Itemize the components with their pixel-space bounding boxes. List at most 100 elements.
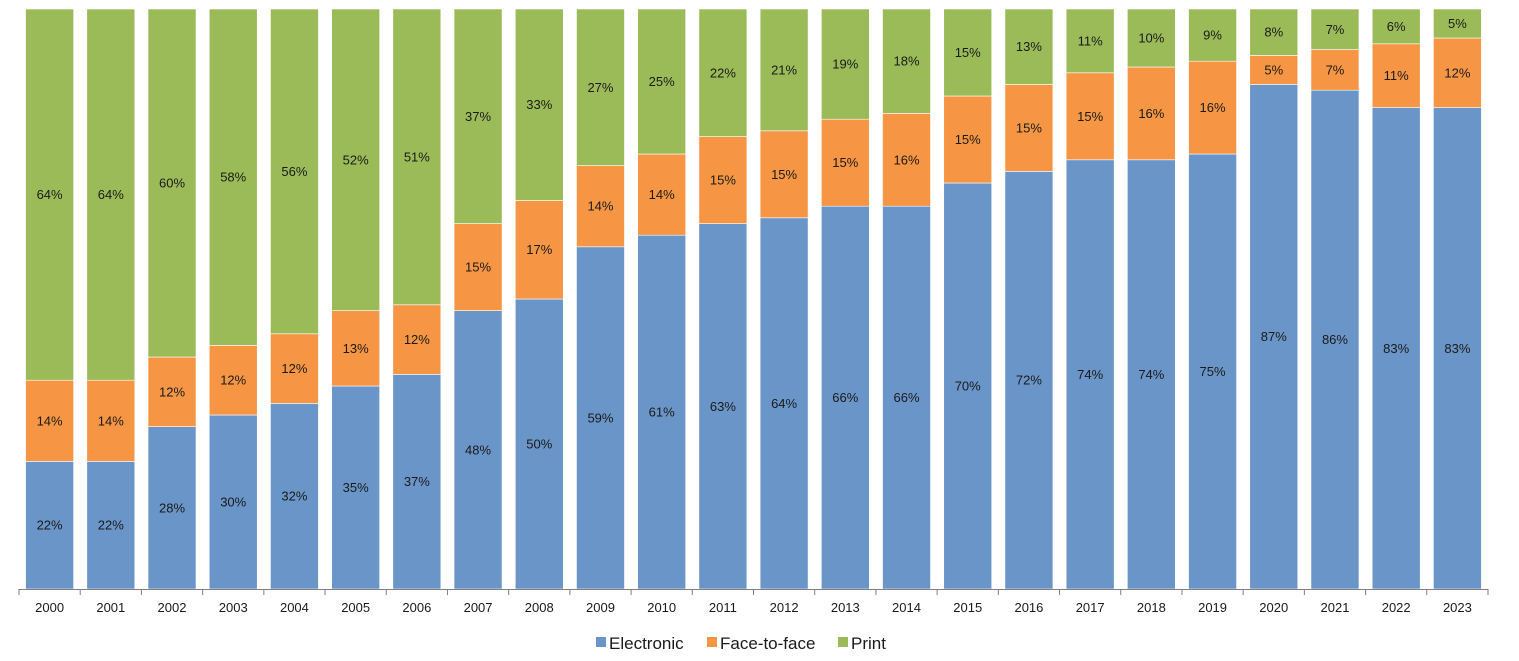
data-label-electronic-2002: 28%	[159, 500, 185, 515]
bar-face-to-face-2012	[759, 130, 809, 219]
x-tick-label-2004: 2004	[280, 600, 309, 615]
data-label-print-2009: 27%	[587, 80, 613, 95]
bar-print-2022	[1371, 8, 1421, 45]
x-tick-label-2022: 2022	[1382, 600, 1411, 615]
bar-electronic-2013	[821, 205, 870, 590]
bar-face-to-face-2013	[821, 118, 870, 207]
data-label-electronic-2018: 74%	[1138, 367, 1164, 382]
data-label-print-2015: 15%	[955, 45, 981, 60]
x-tick-label-2020: 2020	[1259, 600, 1288, 615]
bar-print-2016	[1004, 8, 1054, 85]
segment-labels-layer: 22% 14% 64% 22% 14% 64% 28% 12% 60% 30% 12% 58% 32% 1…	[37, 16, 1471, 533]
legend-label: Electronic	[609, 634, 684, 653]
data-label-face-to-face-2001: 14%	[98, 413, 124, 428]
data-label-electronic-2013: 66%	[832, 390, 858, 405]
bar-face-to-face-2022	[1371, 43, 1421, 108]
bar-electronic-2015	[943, 182, 993, 590]
x-tick-label-2023: 2023	[1443, 600, 1472, 615]
legend-label: Face-to-face	[720, 634, 815, 653]
bar-electronic-2009	[576, 246, 625, 590]
data-label-face-to-face-2009: 14%	[587, 199, 613, 214]
bar-print-2004	[270, 8, 319, 335]
bar-face-to-face-2008	[514, 200, 564, 300]
data-label-print-2018: 10%	[1138, 31, 1164, 46]
bar-face-to-face-2021	[1310, 49, 1360, 91]
bar-face-to-face-2002	[147, 356, 197, 427]
x-tick-label-2007: 2007	[464, 600, 493, 615]
bar-face-to-face-2009	[576, 165, 625, 248]
bar-print-2017	[1065, 8, 1115, 74]
data-label-electronic-2015: 70%	[955, 379, 981, 394]
data-label-electronic-2021: 86%	[1322, 332, 1348, 347]
legend-swatch	[838, 637, 848, 647]
bar-electronic-2004	[270, 403, 319, 590]
bar-electronic-2001	[86, 461, 136, 590]
data-label-electronic-2019: 75%	[1200, 364, 1226, 379]
data-label-print-2016: 13%	[1016, 39, 1042, 54]
bar-electronic-2022	[1371, 107, 1421, 590]
bar-electronic-2011	[698, 223, 748, 590]
data-label-electronic-2008: 50%	[526, 437, 552, 452]
data-label-electronic-2006: 37%	[404, 474, 430, 489]
x-tick-label-2009: 2009	[586, 600, 615, 615]
x-tick-label-2001: 2001	[96, 600, 125, 615]
bar-print-2006	[392, 8, 442, 306]
x-tick-label-2021: 2021	[1321, 600, 1350, 615]
data-label-face-to-face-2000: 14%	[37, 413, 63, 428]
data-label-face-to-face-2003: 12%	[220, 373, 246, 388]
data-label-print-2019: 9%	[1203, 28, 1222, 43]
x-tick-label-2017: 2017	[1076, 600, 1105, 615]
data-label-print-2007: 37%	[465, 109, 491, 124]
legend-item-print: Print	[838, 634, 886, 653]
data-label-electronic-2017: 74%	[1077, 367, 1103, 382]
data-label-face-to-face-2014: 16%	[894, 152, 920, 167]
bar-print-2011	[698, 8, 748, 137]
data-label-face-to-face-2018: 16%	[1138, 106, 1164, 121]
x-tick-label-2005: 2005	[341, 600, 370, 615]
x-tick-label-2008: 2008	[525, 600, 554, 615]
bar-print-2014	[882, 8, 931, 114]
legend-item-electronic: Electronic	[596, 634, 684, 653]
bar-electronic-2021	[1310, 89, 1360, 590]
data-label-electronic-2014: 66%	[894, 390, 920, 405]
bar-face-to-face-2006	[392, 304, 442, 375]
bar-face-to-face-2019	[1188, 60, 1237, 155]
bar-electronic-2010	[637, 234, 686, 590]
bar-print-2020	[1249, 8, 1299, 56]
data-label-print-2005: 52%	[343, 152, 369, 167]
bar-electronic-2014	[882, 205, 931, 590]
legend: Electronic Face-to-face Print	[596, 634, 886, 653]
data-label-electronic-2020: 87%	[1261, 329, 1287, 344]
x-tick-label-2012: 2012	[770, 600, 799, 615]
bar-face-to-face-2023	[1433, 37, 1482, 108]
bar-electronic-2006	[392, 374, 442, 590]
bar-print-2019	[1188, 8, 1237, 62]
bar-print-2012	[759, 8, 809, 132]
bar-print-2023	[1433, 8, 1482, 39]
data-label-print-2002: 60%	[159, 176, 185, 191]
bar-face-to-face-2005	[331, 310, 380, 387]
data-label-face-to-face-2013: 15%	[832, 155, 858, 170]
data-label-electronic-2022: 83%	[1383, 341, 1409, 356]
data-label-electronic-2016: 72%	[1016, 373, 1042, 388]
x-axis: 2000 2001 2002 2003 2004 2005 2006 2007 2008 2009…	[18, 589, 1489, 615]
legend-label: Print	[851, 634, 886, 653]
x-tick-label-2016: 2016	[1014, 600, 1043, 615]
data-label-face-to-face-2020: 5%	[1264, 62, 1283, 77]
bar-print-2009	[576, 8, 625, 166]
x-tick-label-2003: 2003	[219, 600, 248, 615]
bar-electronic-2020	[1249, 84, 1299, 590]
x-tick-label-2011: 2011	[709, 600, 737, 615]
bar-face-to-face-2007	[453, 223, 503, 311]
data-label-face-to-face-2002: 12%	[159, 384, 185, 399]
data-label-face-to-face-2016: 15%	[1016, 120, 1042, 135]
bar-electronic-2017	[1065, 159, 1115, 590]
data-label-face-to-face-2010: 14%	[649, 187, 675, 202]
data-label-print-2000: 64%	[37, 187, 63, 202]
data-label-face-to-face-2023: 12%	[1444, 65, 1470, 80]
bar-print-2010	[637, 8, 686, 155]
bar-face-to-face-2020	[1249, 55, 1299, 85]
bar-electronic-2016	[1004, 171, 1054, 590]
